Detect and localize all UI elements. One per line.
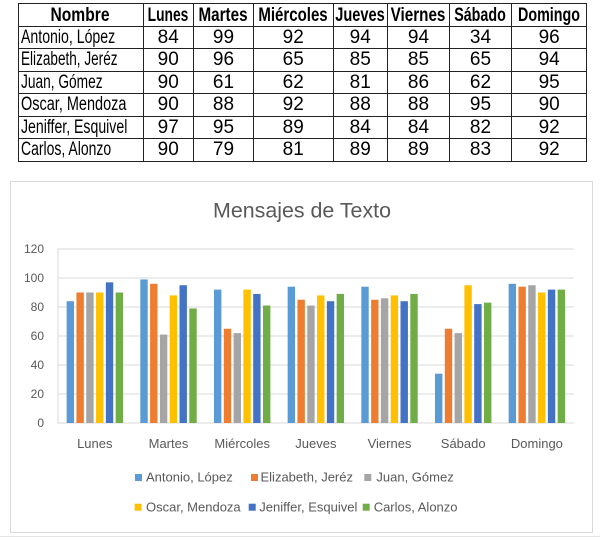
svg-text:Oscar, Mendoza: Oscar, Mendoza — [146, 499, 241, 514]
svg-text:80: 80 — [31, 300, 45, 314]
svg-text:Martes: Martes — [149, 436, 189, 451]
svg-text:100: 100 — [24, 271, 44, 285]
svg-text:Sábado: Sábado — [441, 436, 486, 451]
svg-text:Juan, Gómez: Juan, Gómez — [376, 470, 453, 485]
svg-text:Lunes: Lunes — [77, 436, 113, 451]
svg-text:Domingo: Domingo — [511, 436, 563, 451]
svg-text:Mensajes de Texto: Mensajes de Texto — [213, 199, 391, 223]
svg-text:40: 40 — [31, 358, 45, 372]
svg-text:Jueves: Jueves — [295, 436, 337, 451]
svg-text:Miércoles: Miércoles — [214, 436, 270, 451]
svg-text:Jeniffer, Esquivel: Jeniffer, Esquivel — [259, 499, 357, 514]
svg-text:120: 120 — [24, 242, 44, 256]
svg-text:Elizabeth, Jeréz: Elizabeth, Jeréz — [261, 470, 354, 485]
svg-text:60: 60 — [31, 329, 45, 343]
svg-text:Carlos, Alonzo: Carlos, Alonzo — [374, 499, 458, 514]
svg-text:20: 20 — [31, 387, 45, 401]
svg-text:Viernes: Viernes — [368, 436, 412, 451]
svg-text:Antonio, López: Antonio, López — [146, 470, 233, 485]
svg-text:0: 0 — [37, 416, 44, 430]
